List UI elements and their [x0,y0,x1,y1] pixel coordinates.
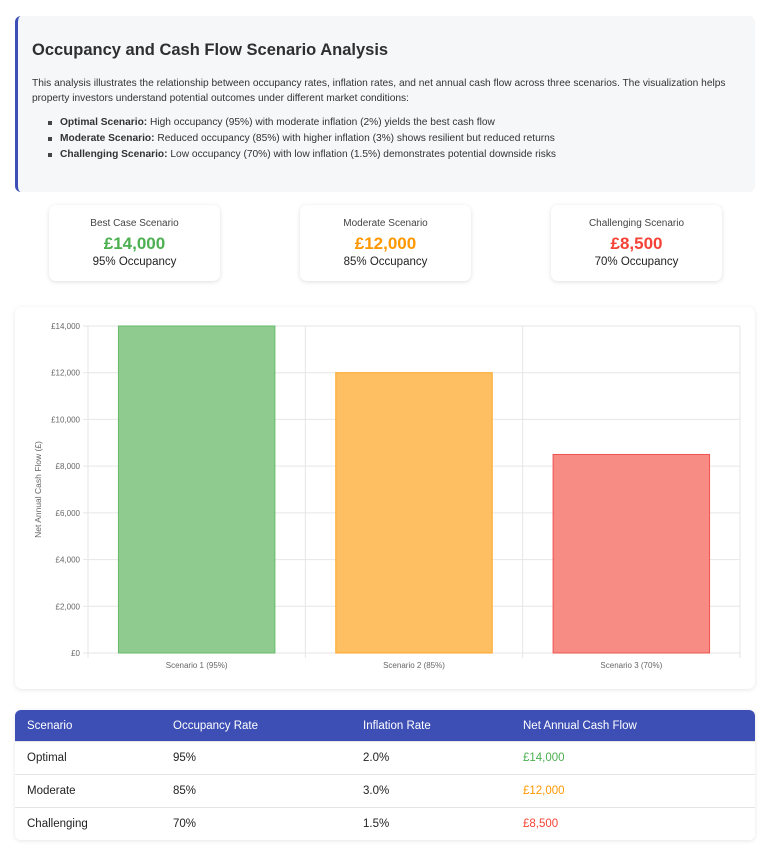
intro-panel: Occupancy and Cash Flow Scenario Analysi… [15,16,755,192]
cash-flow-cell: £12,000 [523,785,565,797]
scenario-table: Scenario Occupancy Rate Inflation Rate N… [15,710,755,840]
table-header-row: Scenario Occupancy Rate Inflation Rate N… [15,710,755,741]
card-value: £14,000 [103,234,166,253]
scenario-cell: Challenging [27,818,88,830]
x-tick-label: Scenario 2 (85%) [383,661,445,670]
bullet-label: Challenging Scenario: [60,149,168,160]
occupancy-cell: 95% [173,752,197,764]
card-subtitle: 95% Occupancy [92,256,177,268]
card-subtitle: 85% Occupancy [343,256,428,268]
card-title: Best Case Scenario [90,218,179,229]
column-header: Scenario [27,719,73,732]
table-row: Optimal 95% 2.0% £14,000 [15,741,755,774]
cash-flow-bar-chart: £0 £2,000 £4,000 £6,000 £8,000 £10,000 £12,000… [33,322,741,670]
intro-description: This analysis illustrates the relationsh… [32,78,726,104]
column-header: Inflation Rate [363,719,431,732]
bar [335,372,493,654]
card-value: £8,500 [610,234,663,253]
bullet-text: Low occupancy (70%) with low inflation (… [167,149,557,160]
card-title: Challenging Scenario [588,218,685,229]
bullet-text: High occupancy (95%) with moderate infla… [147,117,495,128]
scenario-cell: Moderate [27,785,76,797]
list-item: Moderate Scenario: Reduced occupancy (85… [48,131,741,147]
bar [117,325,276,654]
occupancy-cell: 85% [173,785,197,797]
scenario-cell: Optimal [27,752,67,764]
inflation-cell: 3.0% [363,785,390,797]
table-row: Moderate 85% 3.0% £12,000 [15,774,755,807]
inflation-cell: 2.0% [363,752,390,764]
bullet-text: Reduced occupancy (85%) with higher infl… [154,133,555,144]
y-tick-label: £2,000 [56,602,81,611]
column-header: Occupancy Rate [173,719,259,732]
y-tick-label: £6,000 [56,509,81,518]
cash-flow-cell: £14,000 [523,752,565,764]
cash-flow-cell: £8,500 [523,818,559,830]
column-header: Net Annual Cash Flow [523,719,637,732]
moderate-card: Moderate Scenario £12,000 85% Occupancy [300,205,471,281]
card-value: £12,000 [354,234,417,253]
list-item: Challenging Scenario: Low occupancy (70%… [48,147,741,163]
scenario-list: Optimal Scenario: High occupancy (95%) w… [32,115,741,163]
bullet-label: Moderate Scenario: [60,133,155,144]
y-tick-label: £0 [71,649,80,658]
best-case-card: Best Case Scenario £14,000 95% Occupancy [49,205,220,281]
inflation-cell: 1.5% [363,818,390,830]
chart-panel: £0 £2,000 £4,000 £6,000 £8,000 £10,000 £12,000… [15,307,755,689]
challenging-card: Challenging Scenario £8,500 70% Occupanc… [551,205,722,281]
page-title: Occupancy and Cash Flow Scenario Analysi… [32,41,389,59]
list-item: Optimal Scenario: High occupancy (95%) w… [48,115,741,131]
bar [552,453,711,654]
y-tick-label: £8,000 [56,462,81,471]
card-subtitle: 70% Occupancy [594,256,679,268]
card-title: Moderate Scenario [343,218,428,229]
table-row: Challenging 70% 1.5% £8,500 [15,807,755,840]
y-tick-label: £14,000 [51,322,80,331]
occupancy-cell: 70% [173,818,197,830]
y-tick-label: £12,000 [51,369,80,378]
y-tick-label: £4,000 [56,556,81,565]
x-tick-label: Scenario 3 (70%) [600,661,662,670]
y-tick-label: £10,000 [51,415,80,424]
x-tick-label: Scenario 1 (95%) [166,661,228,670]
bullet-label: Optimal Scenario: [60,117,148,128]
y-axis-title: Net Annual Cash Flow (£) [33,441,43,538]
